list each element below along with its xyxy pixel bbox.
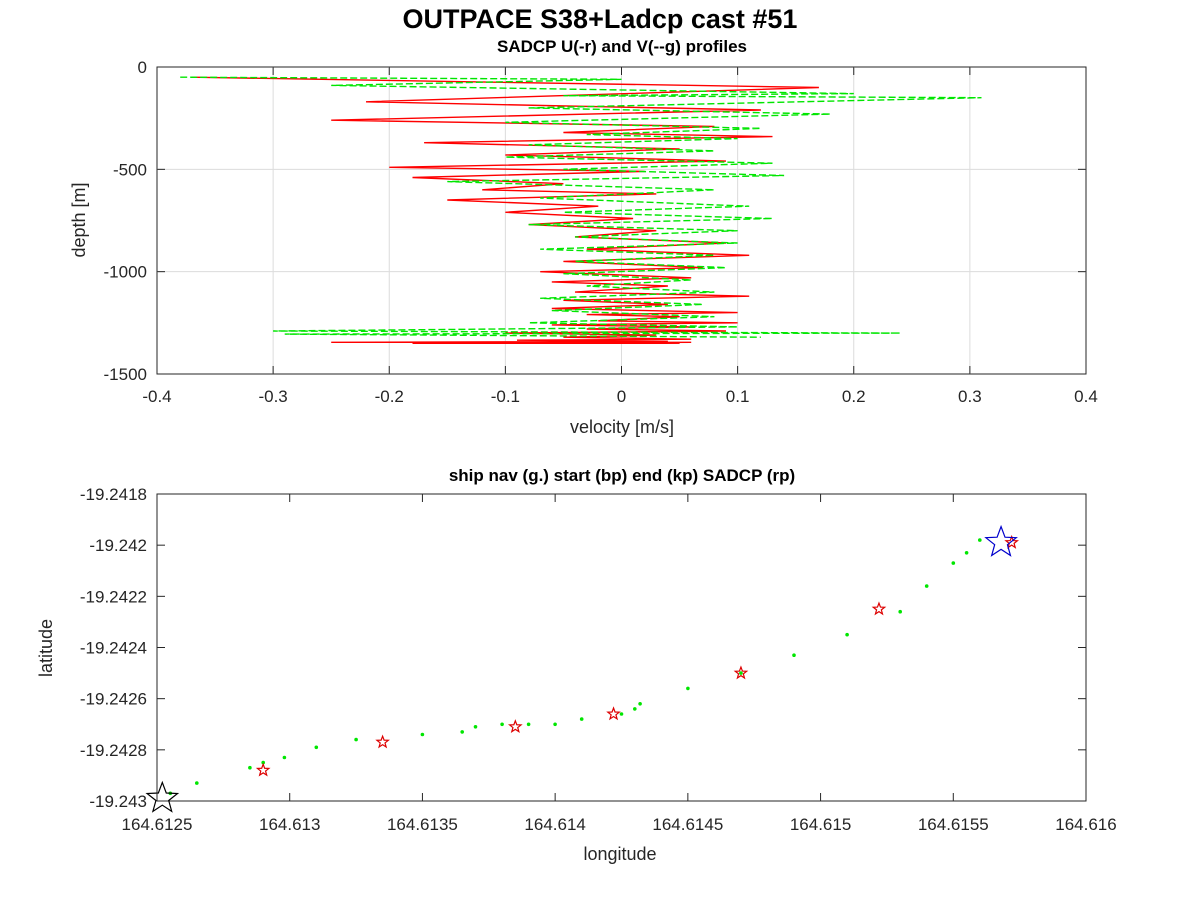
profile-x-tick-label: 0 <box>617 387 626 406</box>
track-y-axis-label: latitude <box>36 619 56 677</box>
track-x-axis-label: longitude <box>583 844 656 864</box>
figure-title: OUTPACE S38+Ladcp cast #51 <box>403 4 798 34</box>
ship-nav-point <box>633 707 637 711</box>
ship-nav-point <box>619 712 624 716</box>
ship-nav-point <box>248 765 252 770</box>
start-position-star <box>984 524 1018 557</box>
ship-nav-point <box>792 653 796 657</box>
profile-x-tick-label: 0.2 <box>842 387 866 406</box>
ship-nav-point <box>978 538 982 542</box>
track-y-tick-label: -19.243 <box>89 792 147 811</box>
profile-x-tick-label: -0.2 <box>375 387 404 406</box>
ship-nav-point <box>195 781 199 785</box>
ship-nav-point <box>354 737 358 742</box>
profile-x-tick-label: -0.4 <box>142 387 171 406</box>
ship-nav-point <box>261 760 266 765</box>
track-y-tick-label: -19.2428 <box>80 741 147 760</box>
ship-nav-point <box>314 745 319 750</box>
sadcp-point <box>606 706 621 721</box>
profile-x-tick-label: 0.1 <box>726 387 750 406</box>
sadcp-point <box>375 734 390 749</box>
ship-nav-point <box>964 551 969 555</box>
ship-nav-point <box>460 730 465 734</box>
profile-y-tick-label: -500 <box>113 160 147 179</box>
profile-y-tick-label: -1500 <box>104 365 147 384</box>
track-y-tick-label: -19.2424 <box>80 639 147 658</box>
sadcp-point <box>255 762 271 777</box>
profile-chart-title: SADCP U(-r) and V(--g) profiles <box>497 37 747 56</box>
track-x-tick-label: 164.6145 <box>652 815 723 834</box>
track-x-tick-label: 164.6125 <box>122 815 193 834</box>
v-velocity-series-line <box>180 76 982 338</box>
ship-nav-point <box>686 686 690 691</box>
profile-x-tick-label: 0.3 <box>958 387 982 406</box>
ship-nav-point <box>500 722 504 727</box>
ship-nav-point <box>924 584 929 588</box>
end-position-star <box>145 780 180 813</box>
ship-track-axes: ship nav (g.) start (bp) end (kp) SADCP … <box>36 466 1117 864</box>
track-y-tick-label: -19.2426 <box>80 690 147 709</box>
ship-nav-point <box>898 609 902 614</box>
track-y-tick-label: -19.2418 <box>80 485 147 504</box>
profile-y-axis-label: depth [m] <box>69 182 89 257</box>
ship-nav-point <box>526 722 531 727</box>
profile-x-tick-label: -0.1 <box>491 387 520 406</box>
ship-nav-point <box>579 717 584 721</box>
track-y-tick-label: -19.2422 <box>80 587 147 606</box>
sadcp-point <box>507 719 523 734</box>
profile-x-axis-label: velocity [m/s] <box>570 417 674 437</box>
profile-y-tick-label: 0 <box>138 58 147 77</box>
ship-nav-point <box>951 561 956 565</box>
profile-y-tick-label: -1000 <box>104 263 147 282</box>
profile-x-tick-label: -0.3 <box>258 387 287 406</box>
track-y-tick-label: -19.242 <box>89 536 147 555</box>
sadcp-point <box>871 601 887 616</box>
ship-nav-point <box>473 725 478 729</box>
ship-nav-point <box>739 671 743 675</box>
track-x-tick-label: 164.6155 <box>918 815 989 834</box>
ship-nav-point <box>553 722 557 727</box>
profile-x-tick-label: 0.4 <box>1074 387 1098 406</box>
ship-nav-point <box>420 732 425 737</box>
ship-nav-point <box>845 632 849 637</box>
ship-nav-point <box>282 755 287 760</box>
sadcp-point <box>1004 534 1020 549</box>
track-x-tick-label: 164.6135 <box>387 815 458 834</box>
track-x-tick-label: 164.616 <box>1055 815 1116 834</box>
track-plot-area <box>156 493 1087 802</box>
track-x-tick-label: 164.615 <box>790 815 851 834</box>
track-x-tick-label: 164.614 <box>524 815 585 834</box>
sadcp-point <box>733 665 749 680</box>
track-x-tick-label: 164.613 <box>259 815 320 834</box>
track-chart-title: ship nav (g.) start (bp) end (kp) SADCP … <box>449 466 795 485</box>
velocity-profile-axes: SADCP U(-r) and V(--g) profiles -0.4 -0.3… <box>69 37 1098 437</box>
ship-nav-point <box>638 702 642 706</box>
